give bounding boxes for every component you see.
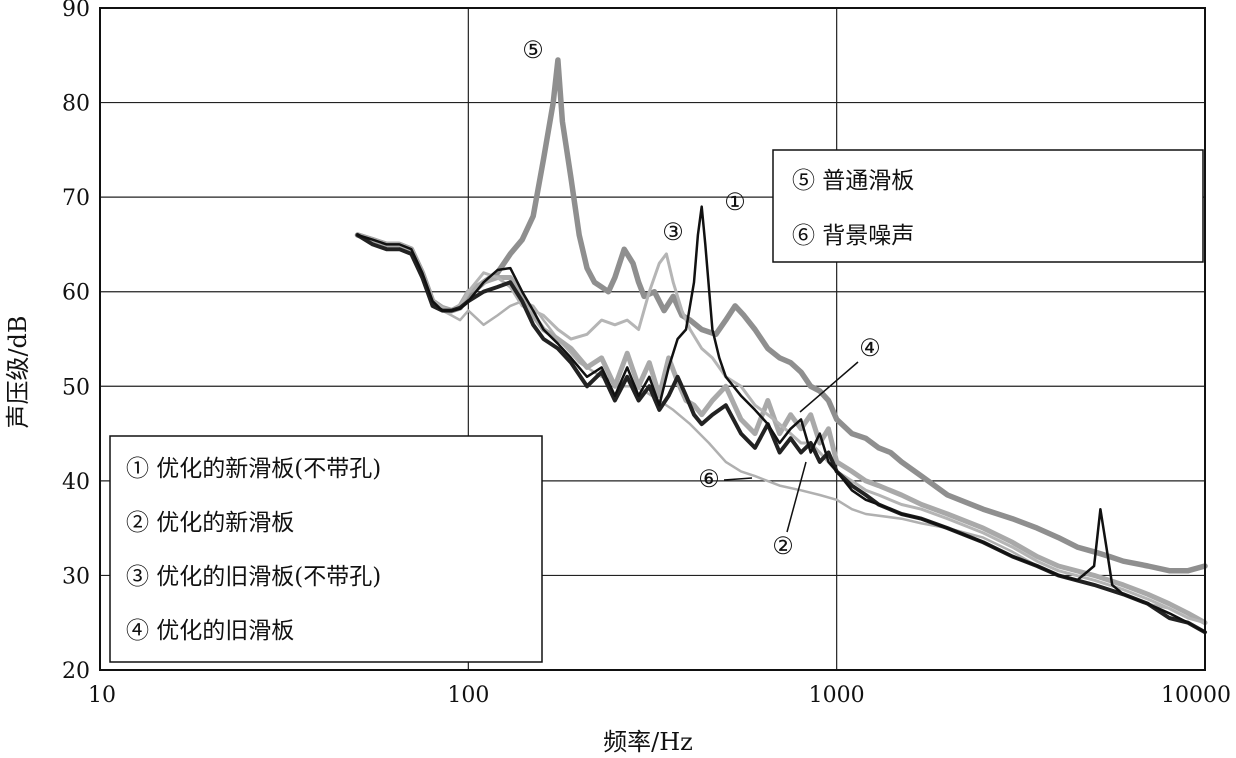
marker-4: ④ xyxy=(859,334,881,362)
y-tick-label: 70 xyxy=(62,186,90,211)
y-tick-label: 90 xyxy=(62,0,90,22)
series-line-3 xyxy=(356,233,1207,625)
y-axis-label: 声压级/dB xyxy=(4,315,32,428)
x-tick-label: 10000 xyxy=(1161,683,1231,708)
curve-markers: ⑤ ① ③ ④ ⑥ ② xyxy=(522,36,881,560)
legend-bottom-left: ① 优化的新滑板(不带孔) ② 优化的新滑板 ③ 优化的旧滑板(不带孔) ④ 优… xyxy=(109,435,543,663)
legend-top-right: ⑤ 普通滑板 ⑥ 背景噪声 xyxy=(772,149,1204,263)
plot-frame xyxy=(99,7,1206,671)
marker-5: ⑤ xyxy=(522,36,544,64)
x-tick-label: 100 xyxy=(447,683,489,708)
y-tick-label: 20 xyxy=(62,659,90,684)
y-tick-label: 30 xyxy=(62,564,90,589)
series-line-1 xyxy=(356,205,1207,634)
leader-line-4 xyxy=(799,361,859,413)
legend-item-1: ① 优化的新滑板(不带孔) xyxy=(126,456,381,482)
legend-item-5: ⑤ 普通滑板 xyxy=(792,168,914,194)
legend-item-6: ⑥ 背景噪声 xyxy=(792,223,914,249)
marker-1: ① xyxy=(724,188,746,216)
marker-6: ⑥ xyxy=(698,465,720,493)
legend-top-right-box xyxy=(772,149,1204,263)
legend-item-2: ② 优化的新滑板 xyxy=(126,510,294,536)
y-tick-label: 40 xyxy=(62,470,90,495)
y-tick-label: 60 xyxy=(62,281,90,306)
ticks: 20 30 40 50 60 70 80 90 10 100 1000 10000 xyxy=(62,0,1231,708)
series-layer xyxy=(354,57,1208,635)
marker-3: ③ xyxy=(662,218,684,246)
y-tick-label: 50 xyxy=(62,375,90,400)
y-tick-label: 80 xyxy=(62,92,90,117)
leader-line-6 xyxy=(723,477,753,481)
x-tick-label: 1000 xyxy=(809,683,865,708)
legend-item-4: ④ 优化的旧滑板 xyxy=(126,618,294,644)
x-tick-label: 10 xyxy=(88,683,116,708)
legend-bottom-left-box xyxy=(109,435,543,663)
marker-2: ② xyxy=(772,532,794,560)
legend-item-3: ③ 优化的旧滑板(不带孔) xyxy=(126,564,381,590)
leader-line-2 xyxy=(786,461,807,533)
x-axis-label: 频率/Hz xyxy=(603,728,693,756)
